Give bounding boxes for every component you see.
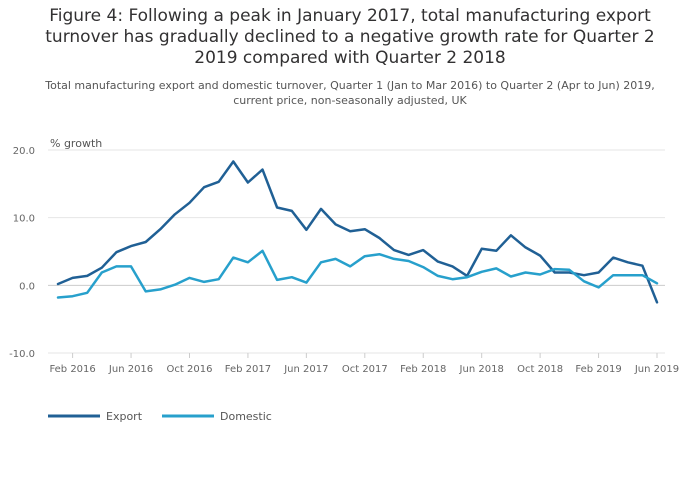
y-tick-label: 10.0	[13, 214, 35, 225]
x-tick-label: Feb 2017	[225, 364, 271, 375]
gridlines	[48, 149, 665, 354]
series-line-domestic[interactable]	[56, 249, 659, 299]
x-tick-label: Jun 2016	[108, 364, 153, 375]
series-lines	[56, 160, 659, 304]
legend-item-export[interactable]: Export	[48, 410, 143, 423]
x-tick-label: Oct 2016	[167, 364, 213, 375]
series-line-export[interactable]	[56, 160, 659, 304]
x-tick-label: Oct 2017	[342, 364, 388, 375]
y-tick-label: -10.0	[9, 349, 35, 360]
x-tick-label: Feb 2018	[400, 364, 446, 375]
y-axis: 20.0 10.0 0.0 -10.0	[9, 146, 35, 360]
chart-title: Figure 4: Following a peak in January 20…	[45, 6, 655, 68]
legend-label-domestic: Domestic	[220, 410, 272, 423]
y-axis-label: % growth	[50, 137, 102, 150]
legend-item-domestic[interactable]: Domestic	[162, 410, 272, 423]
x-tick-label: Jun 2019	[634, 364, 679, 375]
y-tick-label: 20.0	[13, 146, 35, 157]
chart-subtitle: Total manufacturing export and domestic …	[45, 79, 655, 107]
legend[interactable]: Export Domestic	[48, 410, 272, 423]
x-axis: Feb 2016 Jun 2016 Oct 2016 Feb 2017 Jun 2017…	[49, 353, 679, 375]
x-tick-label: Oct 2018	[517, 364, 563, 375]
x-tick-label: Jun 2017	[283, 364, 328, 375]
x-tick-label: Feb 2016	[49, 364, 95, 375]
legend-label-export: Export	[106, 410, 143, 423]
x-tick-label: Feb 2019	[575, 364, 621, 375]
x-tick-label: Jun 2018	[459, 364, 504, 375]
y-tick-label: 0.0	[19, 281, 35, 292]
